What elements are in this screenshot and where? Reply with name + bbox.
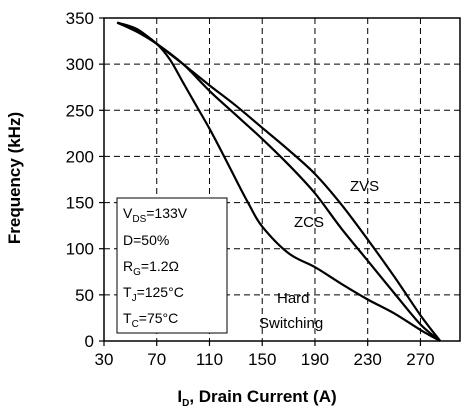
y-tick-label: 300 bbox=[66, 55, 94, 74]
condition-rg: RG=1.2Ω bbox=[123, 258, 179, 278]
plot-area bbox=[103, 17, 461, 342]
condition-vds: VDS=133V bbox=[123, 205, 188, 225]
condition-duty: D=50% bbox=[123, 232, 169, 248]
axis-ticks: 30 70 110 150 190 230 270 0 50 100 150 200 250 300 350 bbox=[66, 9, 435, 369]
series-layer bbox=[116, 21, 442, 342]
annotation-hard: Hard bbox=[277, 290, 310, 307]
condition-tj: TJ=125°C bbox=[123, 284, 184, 304]
y-tick-label: 0 bbox=[85, 332, 94, 351]
annotation-zvs: ZVS bbox=[350, 178, 379, 195]
y-tick-label: 350 bbox=[66, 9, 94, 28]
x-tick-label: 230 bbox=[354, 350, 382, 369]
x-tick-label: 30 bbox=[95, 350, 114, 369]
annotation-switching: Switching bbox=[259, 315, 323, 332]
y-tick-label: 250 bbox=[66, 101, 94, 120]
series-line-hard-switching bbox=[116, 21, 441, 342]
y-tick-label: 100 bbox=[66, 240, 94, 259]
y-tick-label: 200 bbox=[66, 147, 94, 166]
x-tick-label: 150 bbox=[248, 350, 276, 369]
x-axis-title: ID, Drain Current (A) bbox=[177, 387, 336, 409]
y-tick-label: 50 bbox=[75, 286, 94, 305]
y-axis-title: Frequency (kHz) bbox=[5, 112, 24, 244]
x-tick-label: 190 bbox=[301, 350, 329, 369]
gridlines bbox=[104, 18, 460, 341]
condition-tc: TC=75°C bbox=[123, 310, 178, 330]
y-tick-label: 150 bbox=[66, 194, 94, 213]
x-tick-label: 70 bbox=[147, 350, 166, 369]
annotation-zcs: ZCS bbox=[294, 214, 324, 231]
x-tick-label: 270 bbox=[406, 350, 434, 369]
x-tick-label: 110 bbox=[196, 350, 223, 369]
conditions-box: VDS=133V D=50% RG=1.2Ω TJ=125°C TC=75°C bbox=[116, 197, 228, 334]
conditions-box-frame bbox=[116, 197, 228, 334]
